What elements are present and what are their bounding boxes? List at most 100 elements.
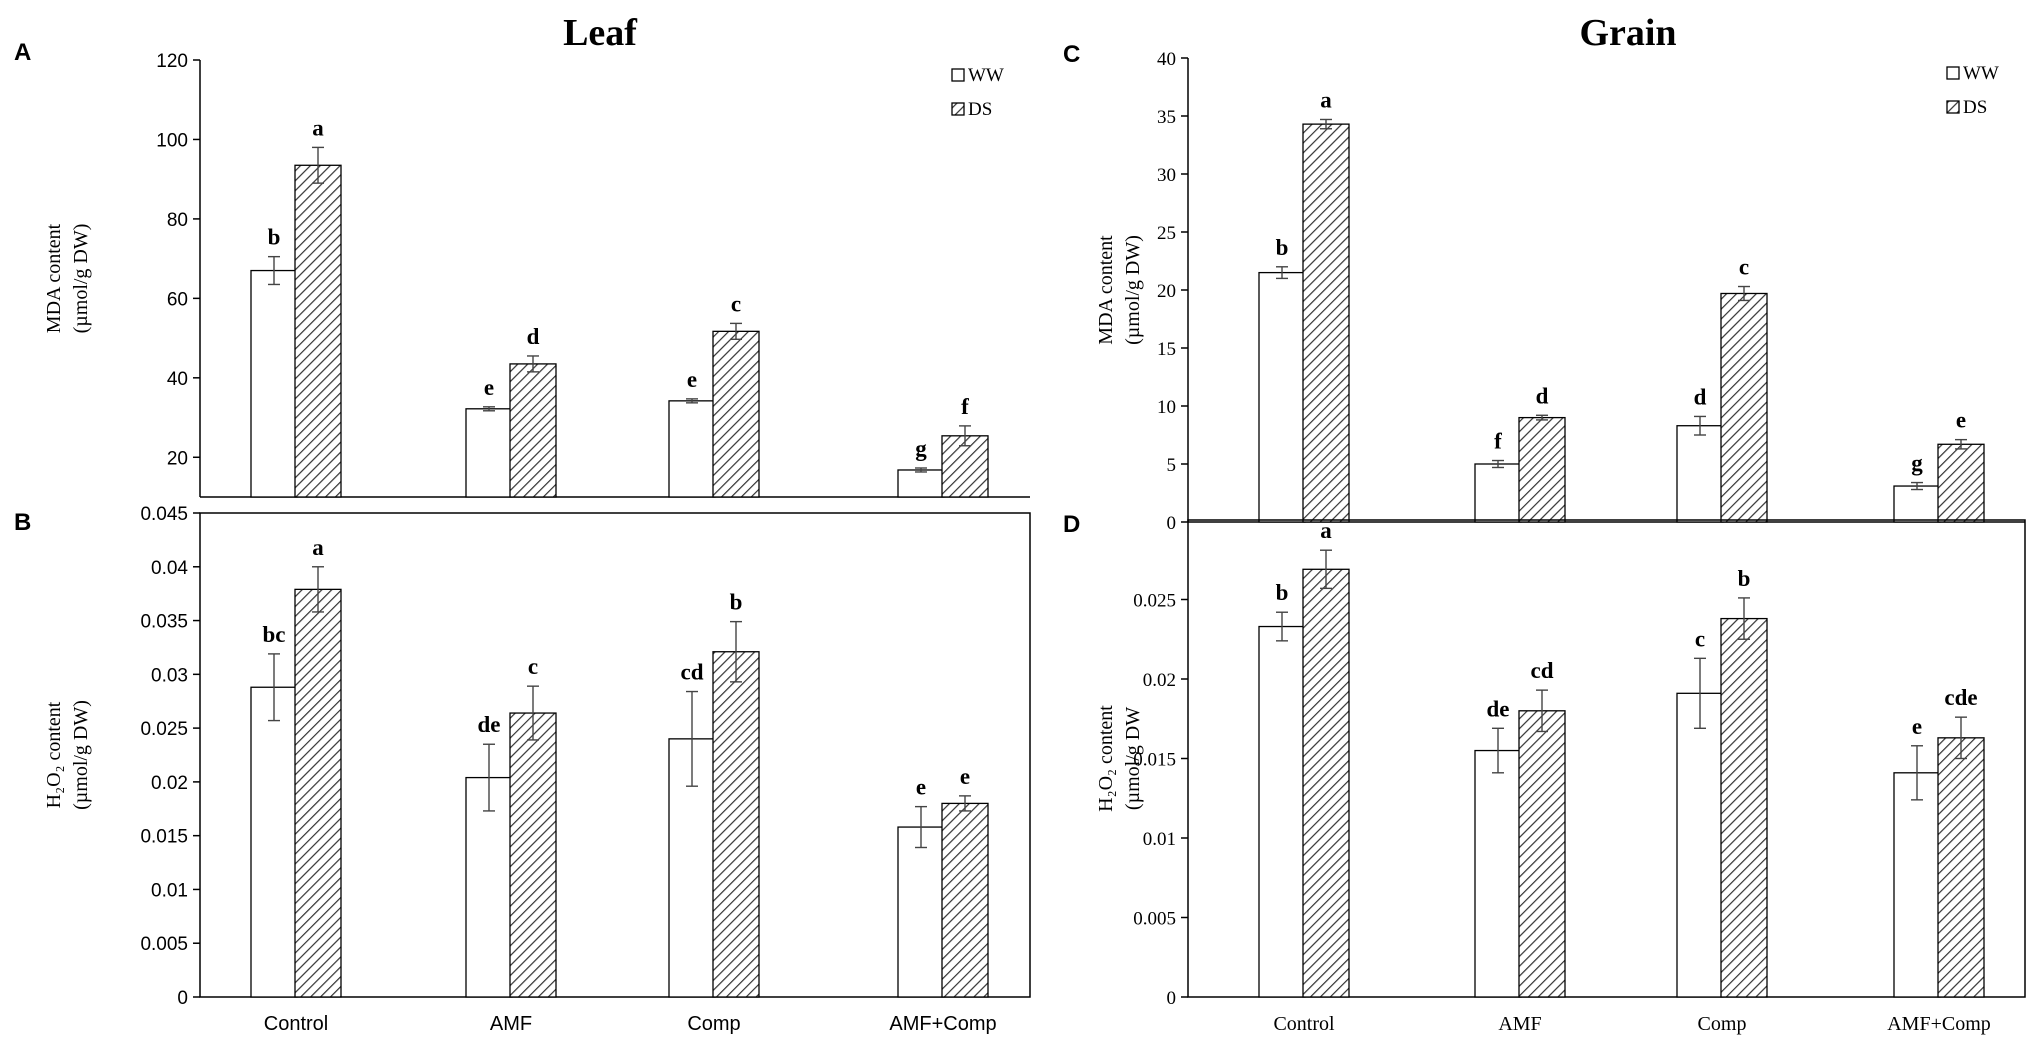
significance-letter: d xyxy=(1694,384,1707,409)
grain-column-title: Grain xyxy=(1579,12,1676,54)
significance-letter: f xyxy=(961,394,969,419)
legend-label-ds: DS xyxy=(1963,97,1987,118)
bar-ds-amf-comp xyxy=(1937,737,1985,998)
bar-ww-comp xyxy=(668,400,716,498)
y-axis-label-line: (µmol/g DW) xyxy=(70,224,92,334)
x-category-label: AMF xyxy=(1498,1013,1541,1035)
significance-letter: c xyxy=(1739,255,1749,280)
bar-ds-control xyxy=(1302,568,1350,998)
significance-letter: b xyxy=(1276,580,1289,605)
y-tick-label: 0.005 xyxy=(140,934,188,955)
bar-ww-amf-comp xyxy=(897,826,945,998)
significance-letter: f xyxy=(1494,429,1502,454)
y-axis-label-line: MDA content xyxy=(43,223,65,333)
bar-ww-comp xyxy=(1676,692,1724,998)
bar-ww-amf-comp xyxy=(897,469,945,498)
y-axis-label-line: H₂O₂ content xyxy=(43,701,65,808)
plot-frame xyxy=(199,512,1031,998)
bar-ds-control xyxy=(1302,123,1350,523)
x-category-label: AMF+Comp xyxy=(1887,1013,1991,1035)
y-tick-label: 0.025 xyxy=(1133,591,1176,612)
legend-swatch-ds xyxy=(1946,100,1960,114)
panel-label-c: C xyxy=(1063,41,1080,68)
chart-panel-a: 20 40 60 80 100 120 MDA content (µmol/g DW) b a e d… xyxy=(43,51,1030,498)
significance-letter: b xyxy=(1738,566,1751,591)
x-category-label: Comp xyxy=(687,1013,740,1035)
bar-ds-amf-comp xyxy=(941,802,989,998)
legend-swatch-ww xyxy=(951,68,965,82)
leaf-column-title: Leaf xyxy=(563,12,638,54)
y-tick-label: 30 xyxy=(1157,165,1176,186)
y-axis-label-line: MDA content xyxy=(1095,235,1117,345)
x-category-label: Comp xyxy=(1698,1013,1747,1035)
significance-letter: de xyxy=(478,712,501,737)
y-tick-label: 25 xyxy=(1157,223,1176,244)
bar-ww-amf xyxy=(465,408,513,498)
bar-ww-amf xyxy=(1474,749,1522,998)
y-tick-label: 5 xyxy=(1167,455,1177,476)
significance-letter: b xyxy=(268,225,281,250)
significance-letter: bc xyxy=(263,622,286,647)
y-tick-label: 20 xyxy=(1157,281,1176,302)
y-axis-label-line: (µmol/g DW xyxy=(1122,707,1144,810)
y-axis-label-line: (µmol/g DW) xyxy=(1122,235,1144,345)
x-category-label: AMF xyxy=(490,1013,532,1035)
significance-letter: b xyxy=(730,590,743,615)
bar-ds-control xyxy=(294,164,342,498)
bar-ds-amf-comp xyxy=(1937,443,1985,523)
bar-ww-control xyxy=(1258,625,1306,998)
bar-ww-comp xyxy=(1676,425,1724,523)
bar-ww-amf-comp xyxy=(1893,772,1941,998)
bar-ds-comp xyxy=(712,651,760,998)
bar-ds-comp xyxy=(1720,617,1768,998)
legend-label-ds: DS xyxy=(968,99,992,120)
significance-letter: de xyxy=(1487,696,1510,721)
y-tick-label: 0.035 xyxy=(140,612,188,633)
y-tick-label: 120 xyxy=(156,51,188,72)
panel-label-a: A xyxy=(14,39,31,66)
y-axis-label-line: H₂O₂ content xyxy=(1095,705,1117,812)
bar-ds-control xyxy=(294,588,342,998)
bar-ds-amf xyxy=(509,712,557,998)
significance-letter: c xyxy=(1695,626,1705,651)
significance-letter: d xyxy=(527,324,540,349)
bar-ww-control xyxy=(250,686,298,998)
legend-swatch-ds xyxy=(951,102,965,116)
legend-label-ww: WW xyxy=(968,65,1004,86)
y-tick-label: 0.015 xyxy=(1133,750,1176,771)
bar-ww-control xyxy=(1258,271,1306,523)
significance-letter: d xyxy=(1536,383,1549,408)
y-tick-label: 0 xyxy=(1167,988,1177,1009)
y-tick-label: 0.04 xyxy=(151,558,188,579)
significance-letter: a xyxy=(1320,518,1332,543)
y-tick-label: 0.02 xyxy=(151,773,188,794)
significance-letter: g xyxy=(1911,451,1923,476)
significance-letter: a xyxy=(312,535,324,560)
significance-letter: e xyxy=(484,375,494,400)
significance-letter: e xyxy=(687,367,697,392)
significance-letter: c xyxy=(731,291,741,316)
x-category-label: Control xyxy=(264,1013,328,1035)
y-tick-label: 100 xyxy=(156,130,188,151)
y-tick-label: 0.025 xyxy=(140,719,188,740)
x-category-label: Control xyxy=(1273,1013,1335,1035)
chart-panel-c: 0 5 10 15 20 25 30 35 40 MDA content (µmol/g DW) b a… xyxy=(1095,49,2025,534)
significance-letter: g xyxy=(915,436,927,461)
significance-letter: a xyxy=(1320,87,1332,112)
y-tick-label: 0.01 xyxy=(1143,829,1176,850)
significance-letter: b xyxy=(1276,235,1289,260)
bar-ww-amf xyxy=(465,776,513,998)
legend-label-ww: WW xyxy=(1963,63,1999,84)
y-tick-label: 15 xyxy=(1157,339,1176,360)
x-category-label: AMF+Comp xyxy=(889,1013,996,1035)
bar-ds-amf xyxy=(1518,416,1566,523)
y-tick-label: 60 xyxy=(167,289,188,310)
bar-ww-control xyxy=(250,269,298,498)
significance-letter: cde xyxy=(1944,685,1977,710)
y-tick-label: 0 xyxy=(1167,513,1177,534)
significance-letter: e xyxy=(1956,408,1966,433)
significance-letter: e xyxy=(960,764,970,789)
legend-swatch-ww xyxy=(1946,66,1960,80)
y-tick-label: 35 xyxy=(1157,107,1176,128)
